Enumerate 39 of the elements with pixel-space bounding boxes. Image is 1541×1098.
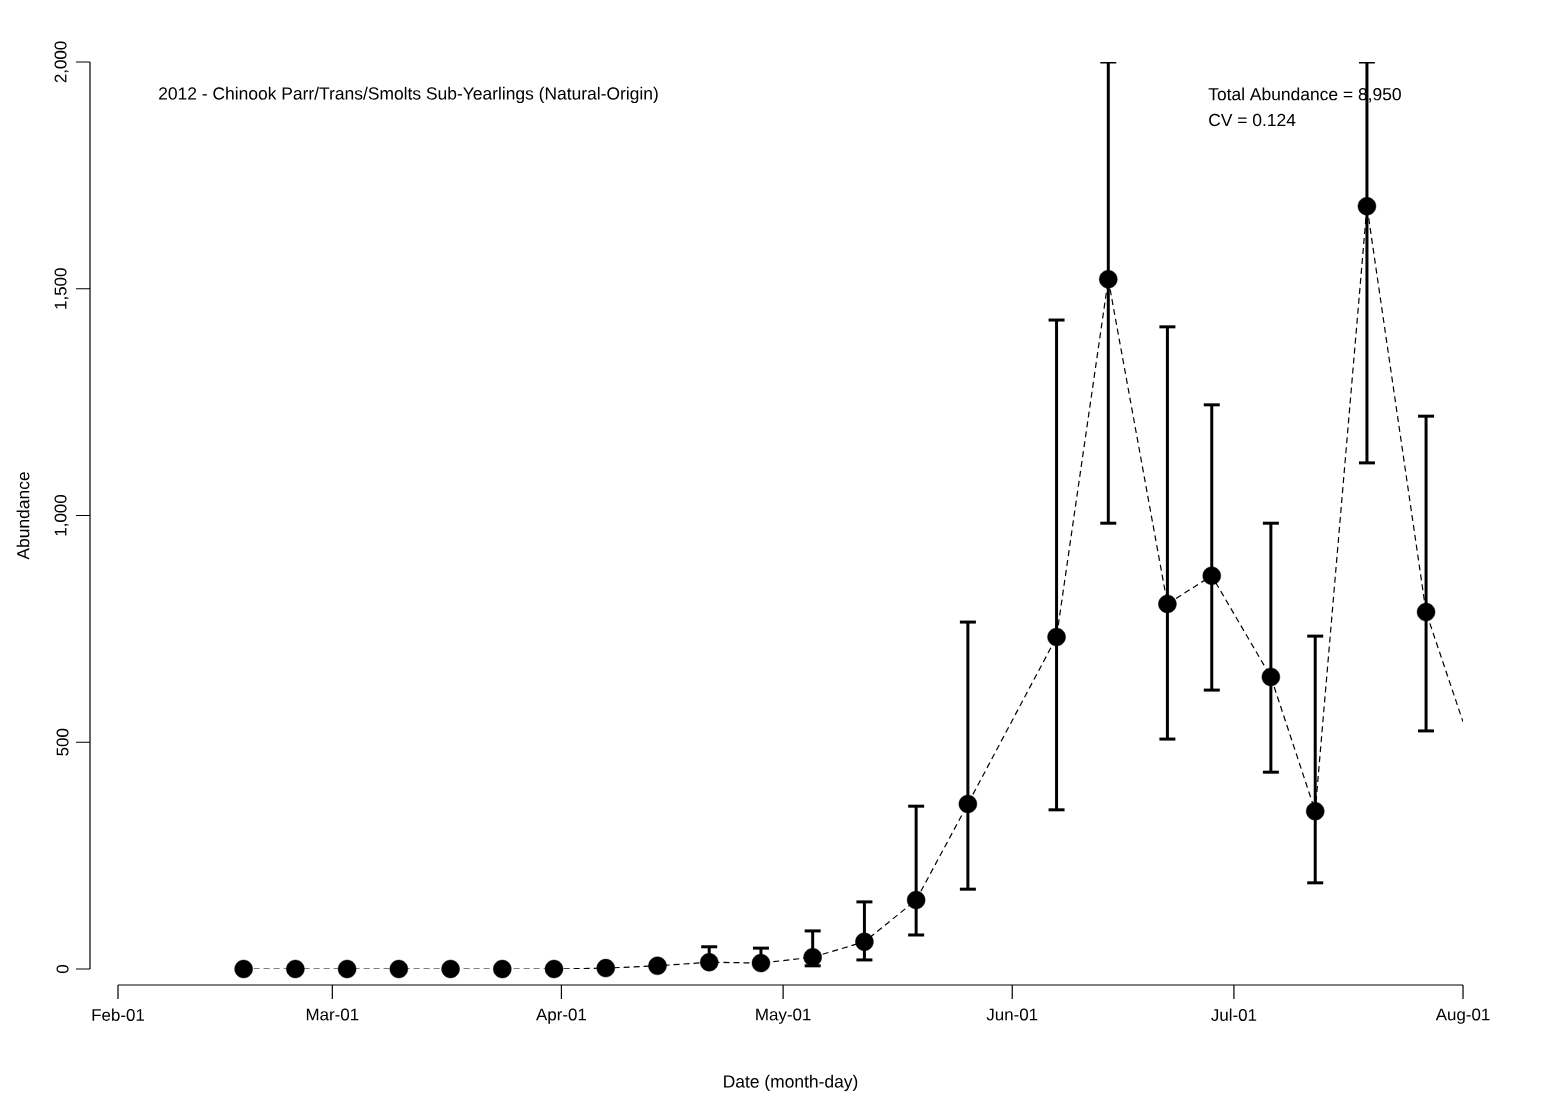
point	[234, 959, 253, 979]
point	[389, 959, 409, 979]
point	[1416, 602, 1436, 622]
y-tick-label: 1,500	[54, 268, 69, 309]
x-tick-label: Mar-01	[306, 1008, 359, 1021]
point	[648, 956, 667, 976]
point	[751, 953, 771, 973]
point	[1357, 197, 1377, 216]
point	[1158, 594, 1177, 614]
x-tick-label: Aug-01	[1435, 1008, 1490, 1024]
point	[700, 953, 719, 972]
point	[1202, 566, 1221, 586]
point	[1261, 667, 1281, 687]
point	[1099, 270, 1118, 289]
point	[803, 948, 822, 967]
x-tick-label: Feb-01	[92, 1008, 144, 1021]
point	[855, 932, 874, 951]
x-tick-label: Jun-01	[986, 1008, 1038, 1021]
annotation: CV = 0.124	[1209, 113, 1296, 127]
point	[1047, 627, 1066, 647]
point	[544, 959, 564, 979]
point	[596, 958, 615, 978]
y-axis-title: Abundance	[16, 472, 30, 560]
point	[441, 959, 460, 979]
y-tick-label: 1,000	[54, 494, 69, 536]
y-tick-label: 0	[56, 964, 69, 974]
x-tick-label: Jul-01	[1211, 1008, 1257, 1021]
point	[958, 794, 978, 814]
point	[1306, 801, 1325, 821]
y-tick-label: 500	[56, 728, 69, 756]
y-tick-label: 2,000	[54, 41, 69, 83]
x-axis-title: Date (month-day)	[724, 1074, 858, 1092]
x-tick-label: Apr-01	[536, 1008, 586, 1024]
point	[337, 959, 357, 979]
point	[286, 959, 305, 979]
x-tick-label: May-01	[756, 1008, 811, 1024]
point	[906, 890, 926, 910]
point	[493, 959, 512, 979]
text: 2012 - Chinook Parr/Trans/Smolts Sub-Yearlings (Natural-Origin)	[159, 86, 658, 104]
